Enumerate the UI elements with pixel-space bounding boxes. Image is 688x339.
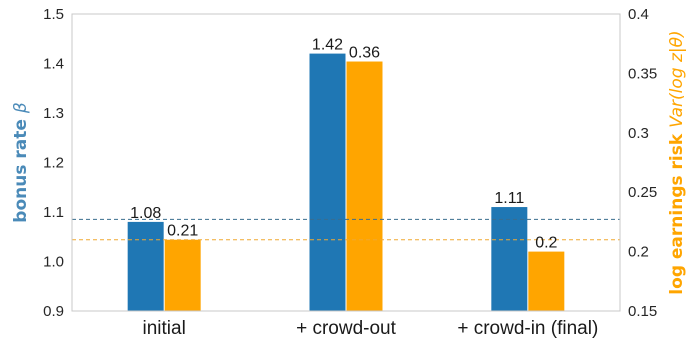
left-tick-label: 1.3 bbox=[43, 105, 64, 122]
right-tick-label: 0.4 bbox=[628, 6, 649, 23]
left-tick-label: 1.0 bbox=[43, 254, 64, 271]
right-axis-ticks: 0.15 0.2 0.25 0.3 0.35 0.4 bbox=[628, 6, 657, 320]
right-tick-label: 0.3 bbox=[628, 125, 649, 142]
bars-layer bbox=[127, 53, 565, 311]
data-labels: 1.08 1.42 1.11 0.21 0.36 0.2 bbox=[130, 37, 557, 252]
left-tick-label: 1.4 bbox=[43, 56, 64, 73]
right-axis-title: log earnings risk Var(log z|θ) bbox=[667, 30, 687, 294]
data-label: 0.2 bbox=[535, 235, 557, 252]
data-label: 0.21 bbox=[167, 223, 198, 240]
left-tick-label: 1.1 bbox=[43, 204, 64, 221]
category-labels: initial + crowd-out + crowd-in (final) bbox=[143, 318, 599, 339]
bar-series-0-0 bbox=[127, 221, 164, 311]
reference-lines bbox=[72, 218, 620, 241]
data-label: 1.42 bbox=[312, 37, 343, 54]
right-axis-title-text: log earnings risk bbox=[667, 128, 687, 295]
bar-series-0-2 bbox=[491, 207, 528, 311]
category-label: + crowd-out bbox=[296, 318, 397, 339]
plot-frame bbox=[71, 13, 621, 312]
left-axis-title-text: bonus rate bbox=[11, 113, 31, 223]
left-axis-ticks: 0.9 1.0 1.1 1.2 1.3 1.4 1.5 bbox=[43, 6, 64, 320]
left-tick-label: 1.5 bbox=[43, 6, 64, 23]
category-label: + crowd-in (final) bbox=[457, 318, 598, 339]
bar-series-0-1 bbox=[309, 53, 346, 311]
right-tick-label: 0.25 bbox=[628, 184, 657, 201]
data-label: 1.08 bbox=[130, 205, 161, 222]
data-label: 0.36 bbox=[349, 45, 380, 62]
bar-series-1-2 bbox=[528, 251, 565, 311]
right-tick-label: 0.15 bbox=[628, 303, 657, 320]
right-tick-label: 0.2 bbox=[628, 244, 649, 261]
right-tick-label: 0.35 bbox=[628, 65, 657, 82]
data-label: 1.11 bbox=[494, 190, 524, 207]
bar-series-1-1 bbox=[346, 61, 383, 311]
left-tick-label: 1.2 bbox=[43, 155, 64, 172]
left-axis-title: bonus rate β bbox=[11, 102, 31, 223]
bar-series-1-0 bbox=[164, 239, 201, 311]
left-tick-label: 0.9 bbox=[43, 303, 64, 320]
left-axis-title-symbol: β bbox=[11, 102, 31, 114]
right-axis-title-symbol: Var(log z|θ) bbox=[667, 30, 687, 128]
category-label: initial bbox=[143, 318, 186, 339]
